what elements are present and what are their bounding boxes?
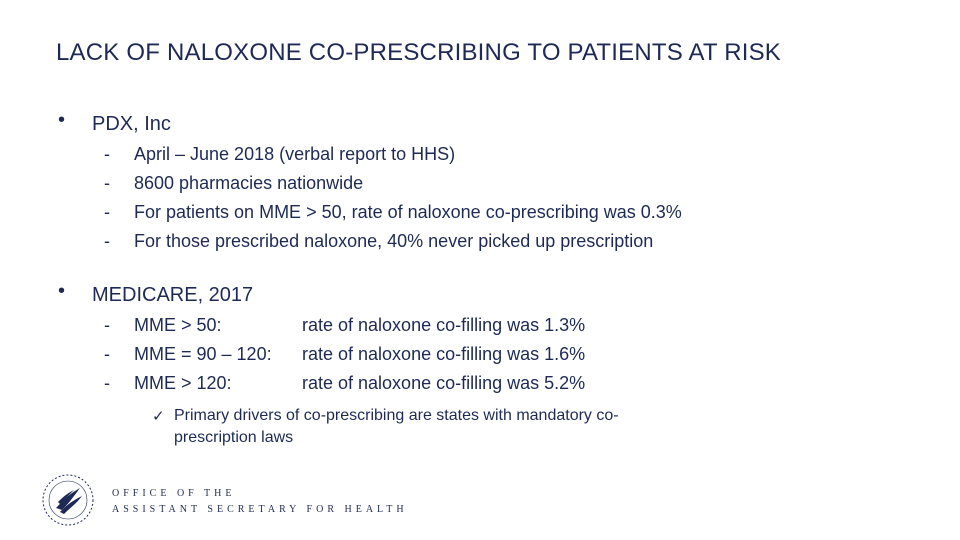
footer: OFFICE OF THE ASSISTANT SECRETARY FOR HE… bbox=[40, 470, 540, 530]
mme-group-label: MME > 50: bbox=[134, 315, 222, 335]
dash-marker: - bbox=[104, 173, 110, 193]
office-line-2: ASSISTANT SECRETARY FOR HEALTH bbox=[112, 504, 408, 515]
dash-marker: - bbox=[104, 144, 110, 164]
mme-group-label: MME > 120: bbox=[134, 373, 232, 393]
pdx-item-date: April – June 2018 (verbal report to HHS) bbox=[134, 144, 456, 164]
mme-group-label: MME = 90 – 120: bbox=[134, 344, 272, 364]
list-item: - MME = 90 – 120: rate of naloxone co-fi… bbox=[104, 340, 704, 369]
mme-rate-text: rate of naloxone co-filling was 5.2% bbox=[302, 373, 586, 393]
bullet-dot: • bbox=[58, 109, 66, 131]
list-item: - MME > 50: rate of naloxone co-filling … bbox=[104, 311, 704, 340]
pdx-item-pickup: For those prescribed naloxone, 40% never… bbox=[134, 231, 654, 251]
hhs-seal-icon bbox=[42, 474, 94, 526]
dash-marker: - bbox=[104, 231, 110, 251]
dash-marker: - bbox=[104, 315, 110, 335]
pdx-item-pharmacies: 8600 pharmacies nationwide bbox=[134, 173, 364, 193]
dash-marker: - bbox=[104, 344, 110, 364]
dash-marker: - bbox=[104, 373, 110, 393]
list-item: - For patients on MME > 50, rate of nalo… bbox=[104, 198, 864, 227]
mme-rate-text: rate of naloxone co-filling was 1.3% bbox=[302, 315, 586, 335]
bullet-label-pdx: PDX, Inc bbox=[92, 113, 171, 135]
list-item: - For those prescribed naloxone, 40% nev… bbox=[104, 227, 864, 256]
pdx-sub-list: - April – June 2018 (verbal report to HH… bbox=[104, 140, 864, 256]
slide-title: LACK OF NALOXONE CO-PRESCRIBING TO PATIE… bbox=[56, 39, 782, 66]
bullet-label-medicare: MEDICARE, 2017 bbox=[92, 284, 254, 306]
pdx-item-rate: For patients on MME > 50, rate of naloxo… bbox=[134, 202, 682, 222]
office-line-1: OFFICE OF THE bbox=[112, 488, 236, 499]
note-text: Primary drivers of co-prescribing are st… bbox=[174, 407, 619, 446]
list-item: - April – June 2018 (verbal report to HH… bbox=[104, 140, 864, 169]
checkmark-icon: ✓ bbox=[152, 407, 165, 425]
list-item: - MME > 120: rate of naloxone co-filling… bbox=[104, 369, 704, 398]
mme-rate-text: rate of naloxone co-filling was 1.6% bbox=[302, 344, 586, 364]
bullet-dot: • bbox=[58, 280, 66, 302]
medicare-sub-list: - MME > 50: rate of naloxone co-filling … bbox=[104, 311, 704, 398]
dash-marker: - bbox=[104, 202, 110, 222]
list-item: - 8600 pharmacies nationwide bbox=[104, 169, 864, 198]
